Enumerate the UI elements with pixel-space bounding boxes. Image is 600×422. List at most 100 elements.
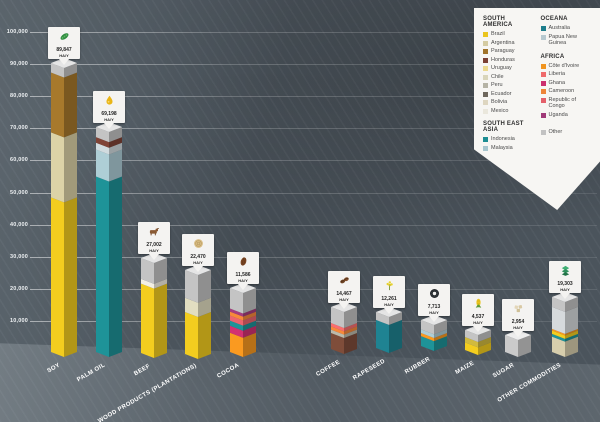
coffee-beans-icon	[329, 273, 359, 291]
legend-swatch	[483, 32, 488, 37]
legend-columns: SOUTH AMERICA Brazil Argentina Paraguay Hond…	[483, 16, 591, 153]
legend-swatch	[483, 49, 488, 54]
legend-group-title: SOUTH AMERICA	[483, 16, 513, 28]
legend-item-brazil: Brazil	[483, 31, 534, 38]
callout-value: 7,713	[427, 304, 441, 310]
callout-value: 4,537	[471, 314, 485, 320]
legend-swatch	[483, 91, 488, 97]
bar-palm-oil	[96, 122, 122, 357]
legend-item-liberia: Liberia	[540, 71, 592, 78]
category-label-palm-oil: PALM OIL	[76, 362, 107, 384]
gridline	[30, 256, 597, 258]
legend-swatch	[483, 108, 488, 114]
legend-item-papua-new-guinea: Papua New Guinea	[540, 33, 592, 47]
bar-wood-products-plantations	[185, 265, 211, 359]
legend-label: Papua New Guinea	[548, 33, 577, 47]
callout-unit: HA/Y	[149, 248, 159, 253]
legend-label: Uganda	[548, 111, 568, 118]
callout-pointer	[59, 59, 69, 65]
callout-value: 14,467	[336, 291, 352, 297]
category-label-beef: BEEF	[133, 363, 152, 378]
legend-label: Cameroon	[548, 88, 575, 94]
callout-value: 19,303	[557, 281, 573, 287]
legend-swatch	[540, 97, 546, 103]
callout-value: 11,586	[235, 272, 251, 278]
legend-column: SOUTH AMERICA Brazil Argentina Paraguay Hond…	[483, 16, 534, 153]
legend-swatch	[483, 57, 488, 63]
callout-pointer	[339, 303, 349, 309]
callout-pointer	[513, 331, 523, 337]
callout-value: 27,002	[146, 242, 162, 248]
legend-item-c-te-d-ivoire: Côte d'Ivoire	[540, 63, 592, 70]
y-axis-tick: 30,000	[9, 253, 28, 260]
value-callout-wood-products-plantations: 22,470 HA/Y	[182, 234, 214, 272]
legend-swatch	[483, 145, 488, 151]
callout-unit: HA/Y	[429, 310, 439, 315]
legend-label: Ecuador	[491, 90, 512, 97]
value-callout-cocoa: 11,586 HA/Y	[227, 252, 259, 290]
y-axis-tick: 10,000	[9, 317, 28, 324]
legend-item-honduras: Honduras	[483, 57, 534, 64]
callout-unit: HA/Y	[238, 278, 248, 283]
legend-item-uganda: Uganda	[540, 111, 592, 119]
bar-rubber	[421, 315, 447, 351]
legend-swatch	[540, 130, 546, 135]
gridline	[30, 224, 597, 226]
sugar-icon	[503, 301, 533, 319]
corn-icon	[463, 296, 493, 314]
legend-item-malaysia: Malaysia	[483, 145, 534, 152]
callout-pointer	[238, 284, 248, 290]
callout-unit: HA/Y	[339, 297, 349, 302]
legend-label: Bolivia	[491, 99, 508, 105]
legend-swatch	[483, 40, 488, 46]
legend-swatch	[483, 83, 488, 88]
callout-unit: HA/Y	[513, 325, 523, 330]
bar-coffee	[331, 302, 357, 354]
y-axis-tick: 20,000	[9, 285, 28, 292]
legend-item-paraguay: Paraguay	[483, 48, 534, 55]
leaf-stack-icon	[550, 263, 580, 281]
legend-item-indonesia: Indonesia	[483, 136, 534, 143]
legend-label: Brazil	[491, 31, 505, 37]
bar-other-commodities	[552, 292, 578, 357]
y-axis-tick: 80,000	[9, 93, 28, 100]
category-label-sugar: SUGAR	[491, 362, 516, 380]
legend-label: Republic of Congo	[548, 96, 577, 110]
value-callout-rapeseed: 12,261 HA/Y	[373, 276, 405, 314]
bar-soy	[51, 58, 77, 357]
value-callout-other-commodities: 19,303 HA/Y	[549, 261, 581, 299]
gridline	[30, 64, 597, 66]
legend-item-ghana: Ghana	[540, 80, 592, 87]
y-axis-tick: 90,000	[9, 61, 28, 68]
legend-group-title: SOUTH EAST ASIA	[483, 121, 524, 133]
legend-label: Mexico	[491, 107, 509, 114]
legend-item-republic-of-congo: Republic of Congo	[540, 96, 592, 110]
legend-item-mexico: Mexico	[483, 108, 534, 115]
y-axis-tick: 50,000	[9, 189, 28, 196]
gridline	[30, 160, 597, 162]
legend-swatch	[540, 34, 546, 40]
bar-rapeseed	[376, 307, 402, 353]
legend-swatch	[540, 63, 546, 69]
legend-item-argentina: Argentina	[483, 40, 534, 47]
legend-swatch	[540, 72, 546, 77]
legend-item-chile: Chile	[483, 74, 534, 81]
callout-value: 22,470	[190, 254, 206, 260]
y-axis-tick: 100,000	[6, 29, 28, 35]
tree-rings-icon	[183, 236, 213, 254]
callout-pointer	[149, 254, 159, 260]
legend-swatch	[540, 26, 546, 31]
gridline	[30, 128, 597, 130]
callout-unit: HA/Y	[560, 287, 570, 292]
callout-unit: HA/Y	[384, 302, 394, 307]
callout-pointer	[104, 123, 114, 129]
soybean-icon	[49, 29, 79, 47]
legend-label: Uruguay	[491, 65, 512, 71]
legend-label: Peru	[491, 82, 503, 88]
gridline	[30, 32, 597, 33]
legend-swatch	[540, 112, 546, 118]
value-callout-sugar: 2,954 HA/Y	[502, 299, 534, 337]
value-callout-maize: 4,537 HA/Y	[462, 294, 494, 332]
callout-value: 69,198	[101, 111, 117, 117]
